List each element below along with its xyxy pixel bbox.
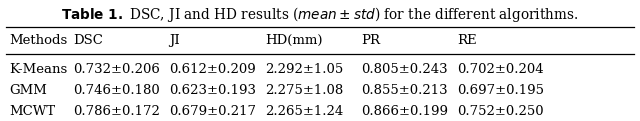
Text: GMM: GMM	[10, 84, 47, 97]
Text: 0.805±0.243: 0.805±0.243	[362, 63, 448, 76]
Text: 2.265±1.24: 2.265±1.24	[266, 105, 344, 118]
Text: 0.855±0.213: 0.855±0.213	[362, 84, 448, 97]
Text: MCWT: MCWT	[10, 105, 56, 118]
Text: 0.623±0.193: 0.623±0.193	[170, 84, 257, 97]
Text: $\mathbf{Table\ 1.}$ DSC, JI and HD results ($\mathit{mean} \pm \mathit{std}$) f: $\mathbf{Table\ 1.}$ DSC, JI and HD resu…	[61, 5, 579, 24]
Text: Methods: Methods	[10, 34, 68, 47]
Text: RE: RE	[458, 34, 477, 47]
Text: K-Means: K-Means	[10, 63, 68, 76]
Text: 2.275±1.08: 2.275±1.08	[266, 84, 344, 97]
Text: 0.752±0.250: 0.752±0.250	[458, 105, 544, 118]
Text: 0.732±0.206: 0.732±0.206	[74, 63, 161, 76]
Text: DSC: DSC	[74, 34, 104, 47]
Text: 0.866±0.199: 0.866±0.199	[362, 105, 449, 118]
Text: 0.679±0.217: 0.679±0.217	[170, 105, 257, 118]
Text: 0.697±0.195: 0.697±0.195	[458, 84, 545, 97]
Text: JI: JI	[170, 34, 180, 47]
Text: 2.292±1.05: 2.292±1.05	[266, 63, 344, 76]
Text: 0.746±0.180: 0.746±0.180	[74, 84, 161, 97]
Text: HD(mm): HD(mm)	[266, 34, 323, 47]
Text: 0.612±0.209: 0.612±0.209	[170, 63, 257, 76]
Text: PR: PR	[362, 34, 381, 47]
Text: 0.702±0.204: 0.702±0.204	[458, 63, 544, 76]
Text: 0.786±0.172: 0.786±0.172	[74, 105, 161, 118]
